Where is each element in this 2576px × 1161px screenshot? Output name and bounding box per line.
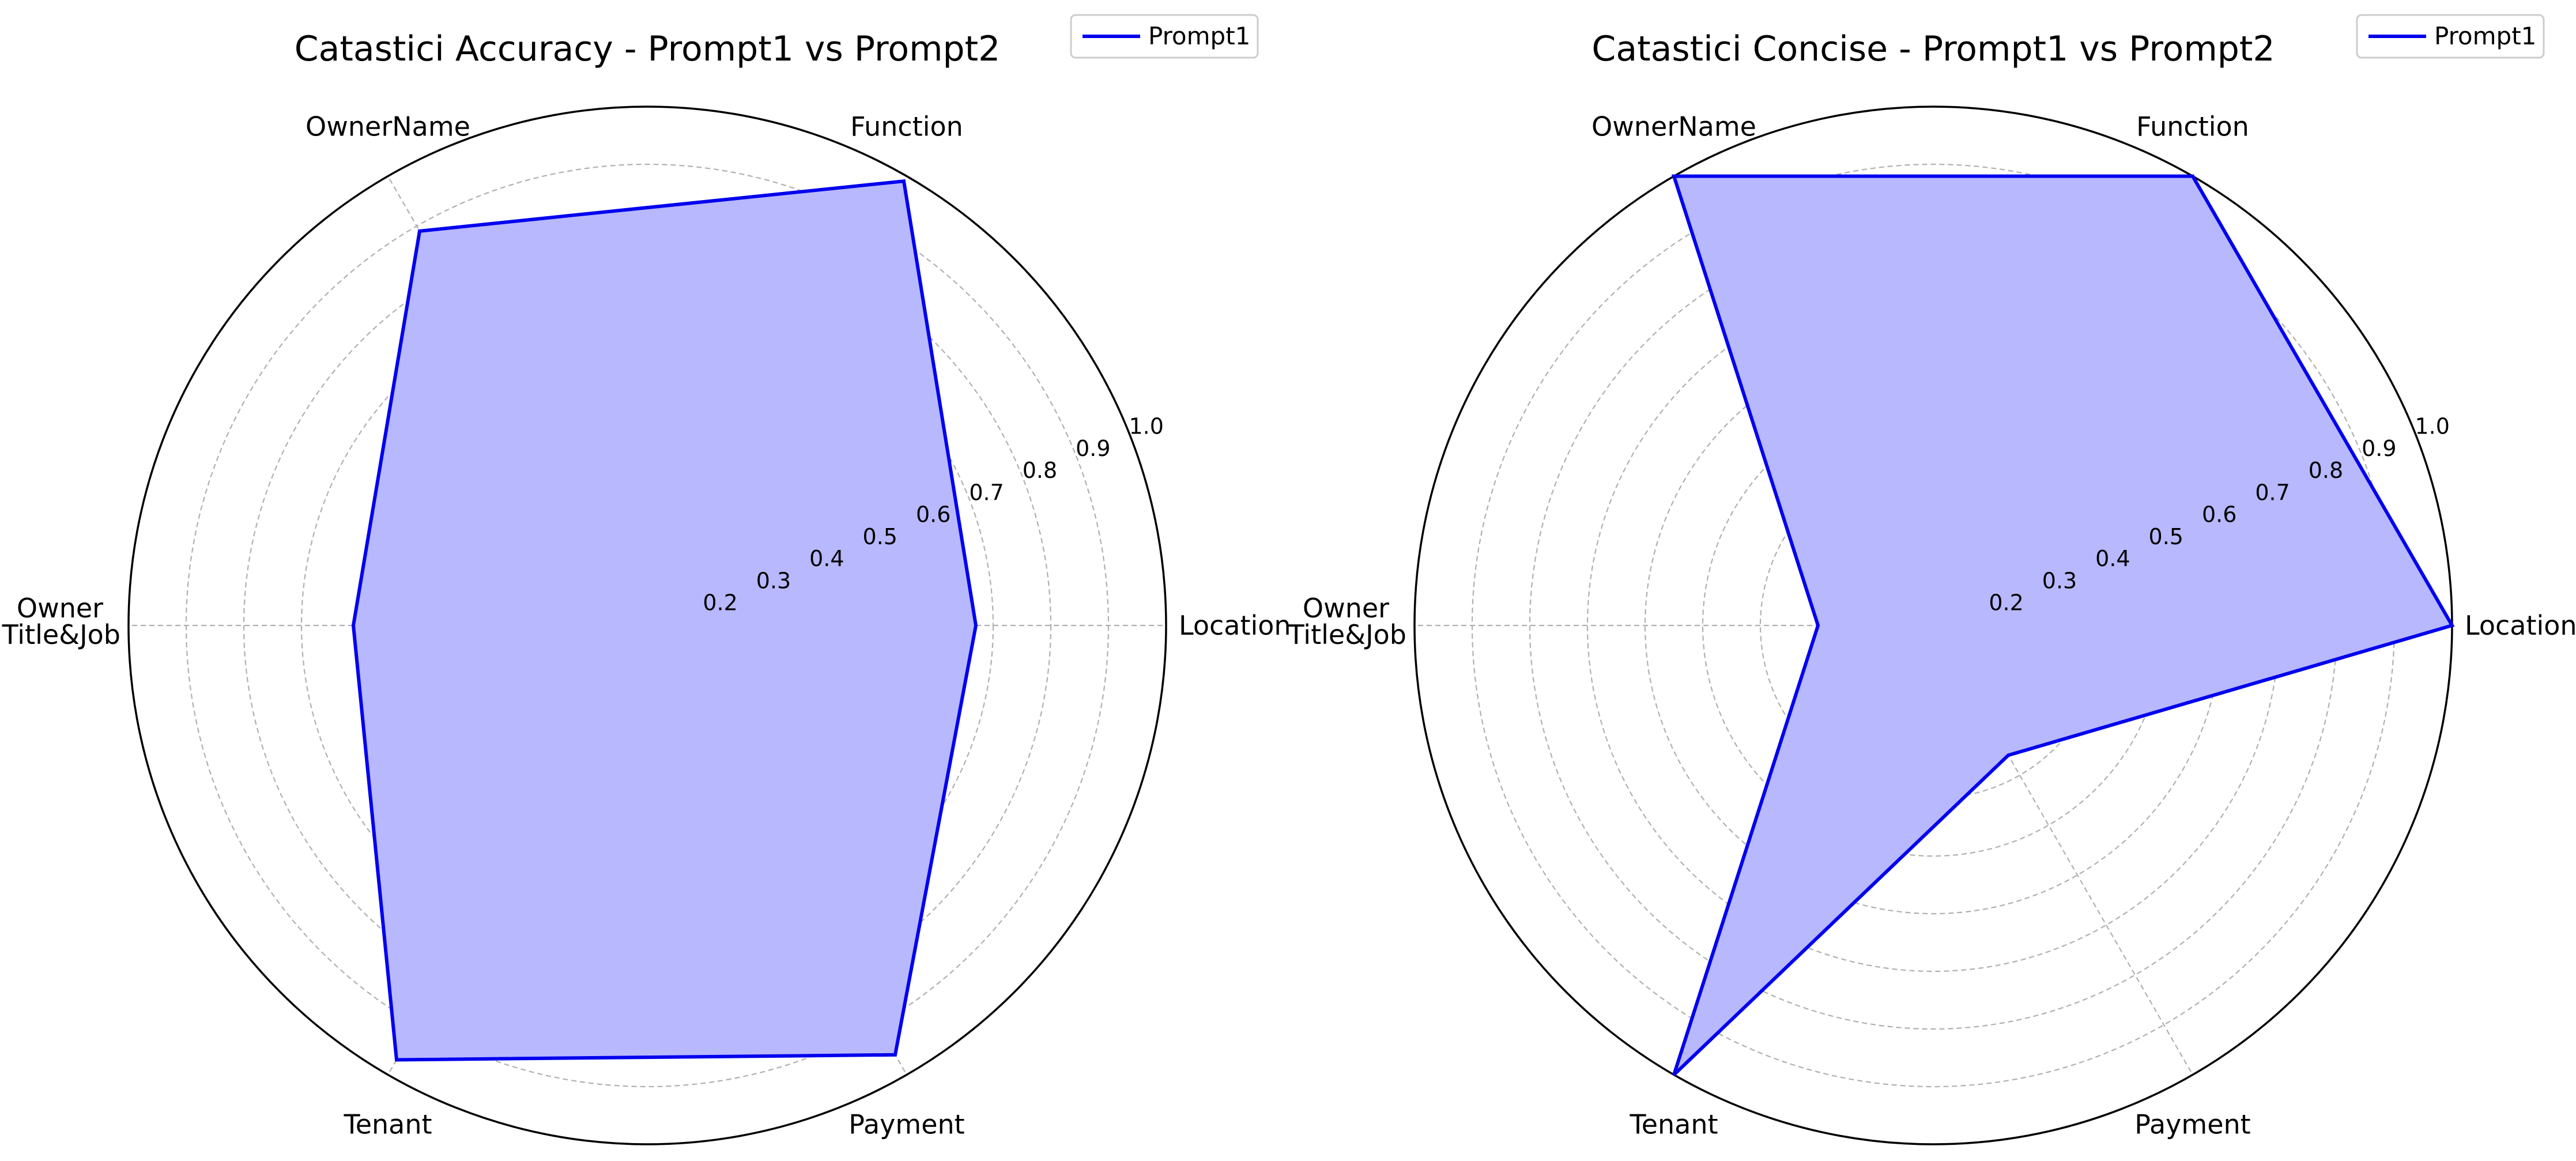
series-line-prompt1 <box>1671 174 2455 1076</box>
category-label-location: Location <box>1179 610 1291 641</box>
tick-label: 0.6 <box>2202 502 2236 527</box>
tick-label: 0.3 <box>2042 568 2077 593</box>
category-label-location: Location <box>2465 610 2576 641</box>
tick-label: 0.4 <box>809 546 844 571</box>
chart-title: Catastici Concise - Prompt1 vs Prompt2 <box>1591 29 2275 69</box>
chart-title: Catastici Accuracy - Prompt1 vs Prompt2 <box>295 29 1001 69</box>
tick-label: 0.5 <box>2149 524 2183 549</box>
tick-label: 0.8 <box>2309 458 2343 483</box>
category-label-function: Function <box>850 111 963 142</box>
category-label-owner-title-job: Owner Title&Job <box>1288 593 1406 650</box>
series-area-prompt1 <box>353 181 976 1060</box>
tick-label: 0.7 <box>2255 480 2290 505</box>
category-label-payment: Payment <box>2134 1109 2250 1140</box>
radial-tick-labels: 0.2 0.3 0.4 0.5 0.6 0.7 0.8 0.9 1.0 <box>1989 414 2450 616</box>
legend-label-prompt1: Prompt1 <box>2434 22 2536 50</box>
legend: Prompt1 <box>2356 14 2545 59</box>
tick-label: 0.2 <box>703 590 737 616</box>
category-label-tenant: Tenant <box>343 1109 432 1140</box>
category-label-ownername: OwnerName <box>1591 111 1756 142</box>
tick-label: 0.9 <box>1076 436 1110 461</box>
category-labels: Location Function OwnerName Owner Title&Job T… <box>1288 111 2576 1140</box>
radar-chart-concise: Catastici Concise - Prompt1 vs Prompt2 L… <box>1288 14 2576 1145</box>
tick-label: 1.0 <box>1129 414 1163 439</box>
category-label-ownername: OwnerName <box>306 111 470 142</box>
radar-series-layer <box>1671 174 2455 1076</box>
tick-label: 0.7 <box>969 480 1004 505</box>
legend-box <box>1070 14 1259 59</box>
category-label-payment: Payment <box>848 1109 964 1140</box>
legend: Prompt1 <box>1070 14 1259 59</box>
tick-label: 0.5 <box>863 524 897 549</box>
tick-label: 0.6 <box>916 502 951 527</box>
radar-chart-accuracy: Catastici Accuracy - Prompt1 vs Prompt2 … <box>2 14 1291 1145</box>
legend-box <box>2356 14 2545 59</box>
tick-label: 0.3 <box>756 568 791 593</box>
tick-label: 1.0 <box>2415 414 2449 439</box>
tick-label: 0.2 <box>1989 590 2023 616</box>
category-labels: Location Function OwnerName Owner Title&Job T… <box>2 111 1291 1140</box>
legend-label-prompt1: Prompt1 <box>1148 22 1250 50</box>
radar-series-layer <box>351 179 978 1062</box>
tick-label: 0.8 <box>1023 458 1057 483</box>
tick-label: 0.4 <box>2095 546 2130 571</box>
tick-label: 0.9 <box>2362 436 2396 461</box>
category-label-tenant: Tenant <box>1629 1109 1718 1140</box>
series-line-prompt1 <box>351 179 978 1062</box>
category-label-owner-title-job: Owner Title&Job <box>2 593 120 650</box>
radial-tick-labels: 0.2 0.3 0.4 0.5 0.6 0.7 0.8 0.9 1.0 <box>703 414 1164 616</box>
outer-ring <box>127 105 1167 1145</box>
category-label-function: Function <box>2136 111 2249 142</box>
series-area-prompt1 <box>1674 176 2452 1075</box>
